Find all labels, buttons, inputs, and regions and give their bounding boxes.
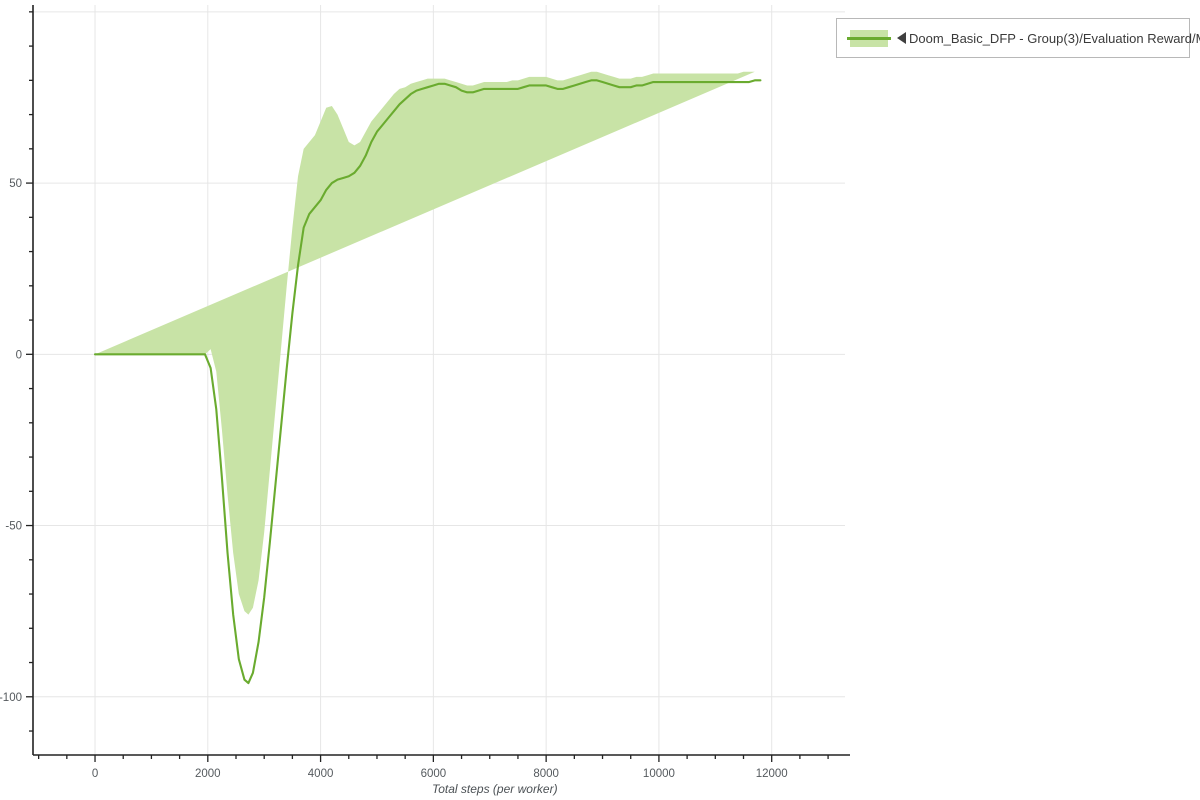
y-tick-label: 50 <box>9 178 22 190</box>
axes <box>26 5 850 762</box>
tick-labels: 50 0 -50 -100 0 2000 4000 6000 8000 10000 12000 <box>0 178 788 780</box>
y-tick-label: -50 <box>5 521 22 533</box>
x-tick-label: 6000 <box>421 768 447 780</box>
y-tick-label: 0 <box>16 349 22 361</box>
legend-line-swatch <box>847 36 891 40</box>
x-tick-label: 0 <box>92 768 98 780</box>
x-tick-label: 2000 <box>195 768 221 780</box>
x-tick-label: 8000 <box>533 768 559 780</box>
left-triangle-icon <box>897 32 906 44</box>
mean-line <box>93 79 762 685</box>
y-tick-label: -100 <box>0 692 22 704</box>
confidence-band <box>95 71 755 615</box>
legend-color-swatch <box>847 29 891 47</box>
legend-entry-label: Doom_Basic_DFP - Group(3)/Evaluation Rew… <box>909 30 1200 46</box>
x-tick-label: 12000 <box>756 768 788 780</box>
chart-legend[interactable]: Doom_Basic_DFP - Group(3)/Evaluation Rew… <box>836 18 1200 58</box>
x-axis-title: Total steps (per worker) <box>432 782 558 796</box>
x-tick-label: 4000 <box>308 768 334 780</box>
x-tick-label: 10000 <box>643 768 675 780</box>
